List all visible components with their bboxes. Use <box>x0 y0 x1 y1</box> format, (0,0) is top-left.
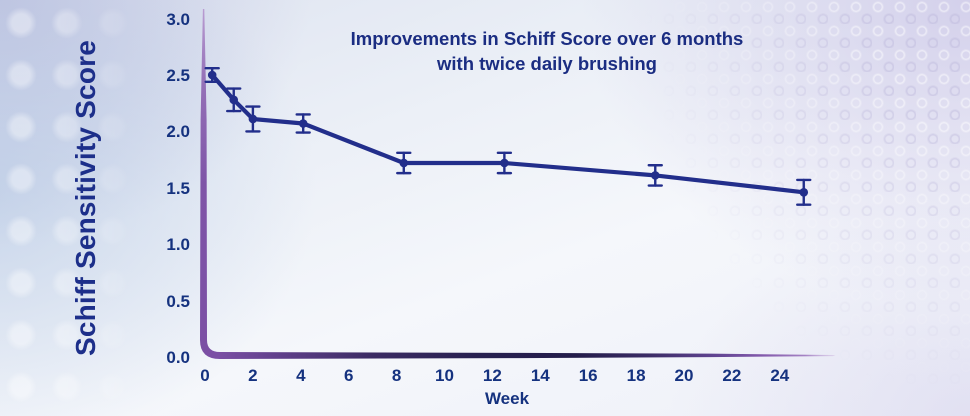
x-tick-label: 2 <box>248 366 258 385</box>
x-tick-label: 8 <box>391 366 402 385</box>
y-tick-label: 0.0 <box>166 348 190 367</box>
data-point-marker <box>248 114 258 124</box>
data-point-marker <box>399 158 409 168</box>
y-tick-label: 2.5 <box>166 66 190 85</box>
x-tick-label: 14 <box>530 366 550 385</box>
data-point-marker <box>799 188 809 197</box>
x-tick-label: 20 <box>674 366 694 385</box>
data-point-marker <box>229 95 239 105</box>
chart-title: Improvements in Schiff Score over 6 mont… <box>297 26 797 76</box>
y-tick-label: 1.5 <box>166 178 190 198</box>
x-tick-label: 24 <box>770 366 790 385</box>
data-point-marker <box>207 70 217 80</box>
x-axis-title: Week <box>484 389 530 408</box>
y-axis-line <box>200 9 220 359</box>
y-tick-label: 3.0 <box>166 9 190 29</box>
x-tick-label: 22 <box>722 366 742 385</box>
data-point-marker <box>298 119 308 128</box>
data-point-marker <box>500 158 509 168</box>
x-axis-line <box>220 352 836 359</box>
x-tick-label: 10 <box>435 366 454 385</box>
chart-title-line1: Improvements in Schiff Score over 6 mont… <box>350 28 744 49</box>
y-tick-label: 0.5 <box>166 291 190 311</box>
y-tick-label: 1.0 <box>166 235 190 255</box>
x-tick-label: 16 <box>578 366 598 385</box>
x-tick-label: 12 <box>482 366 502 385</box>
data-point-marker <box>650 171 660 180</box>
y-tick-label: 2.0 <box>166 122 190 142</box>
x-tick-label: 6 <box>343 366 354 385</box>
x-tick-label: 0 <box>200 366 210 385</box>
y-axis-title: Schiff Sensitivity Score <box>70 40 101 357</box>
x-tick-label: 18 <box>626 366 646 385</box>
chart-title-line2: with twice daily brushing <box>437 53 657 74</box>
x-tick-label: 4 <box>296 366 306 385</box>
